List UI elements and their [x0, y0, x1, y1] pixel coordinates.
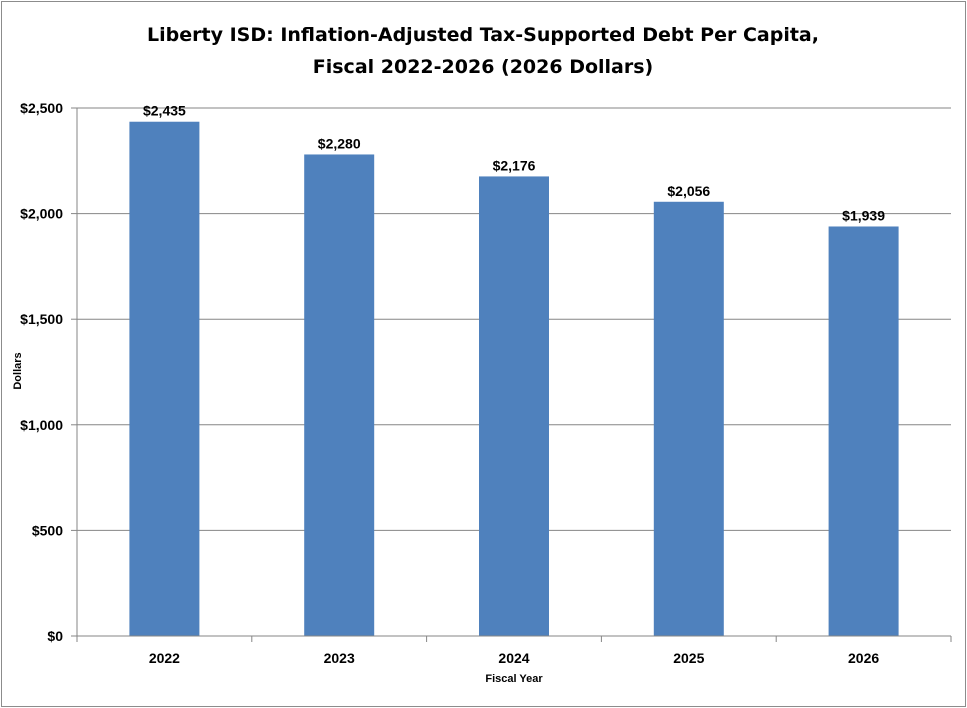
chart-title-line-1: Liberty ISD: Inflation-Adjusted Tax-Supp…	[147, 24, 819, 46]
data-label: $2,435	[143, 103, 186, 119]
bar-2025	[653, 201, 724, 636]
data-label: $2,280	[318, 135, 361, 151]
x-tick-label: 2023	[324, 650, 355, 666]
data-label: $2,176	[493, 157, 536, 173]
x-tick-label: 2022	[149, 650, 180, 666]
bars	[129, 121, 899, 637]
bar-2022	[129, 121, 200, 636]
data-label: $2,056	[667, 183, 710, 199]
bar-2026	[828, 226, 899, 636]
x-tick-label: 2025	[673, 650, 704, 666]
bar-2023	[304, 154, 375, 637]
x-tick-label: 2026	[848, 650, 879, 666]
y-tick-label: $1,000	[20, 417, 63, 433]
bar-2024	[479, 176, 549, 636]
y-tick-label: $500	[32, 522, 63, 538]
y-tick-label: $0	[47, 628, 63, 644]
data-label: $1,939	[842, 207, 885, 223]
y-axis-title: Dollars	[12, 352, 24, 389]
y-tick-label: $2,500	[20, 100, 63, 116]
labels: $0 $500 $1,000 $1,500 $2,000 $2,500 $2,435 2022…	[20, 100, 885, 666]
x-tick-label: 2024	[498, 650, 529, 666]
axes	[71, 107, 952, 642]
y-tick-label: $1,500	[20, 311, 63, 327]
chart-title-line-2: Fiscal 2022-2026 (2026 Dollars)	[313, 56, 654, 78]
x-axis-title: Fiscal Year	[485, 673, 543, 685]
y-tick-label: $2,000	[20, 206, 63, 222]
